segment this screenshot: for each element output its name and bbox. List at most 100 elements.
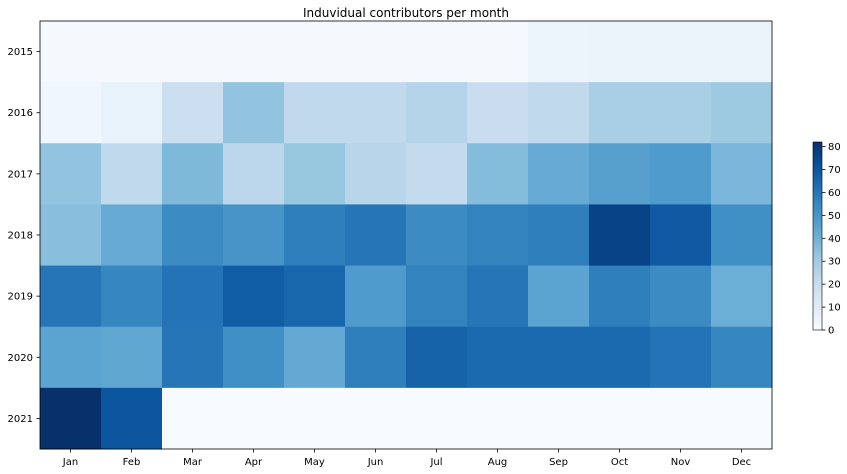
heatmap-cell	[40, 82, 102, 144]
heatmap-cell	[711, 21, 773, 83]
x-tick-label: Jun	[367, 457, 384, 468]
colorbar-tick-label: 40	[828, 234, 841, 245]
x-axis: Jan Feb Mar Apr May Jun Jul Aug Sep Oct Nov Dec	[62, 449, 751, 468]
y-tick-label: 2019	[8, 292, 33, 303]
heatmap-cell	[101, 21, 163, 83]
heatmap-cell	[406, 326, 468, 389]
x-tick-label: May	[304, 457, 325, 468]
heatmap-cells	[40, 21, 773, 450]
heatmap-cell	[101, 387, 163, 450]
heatmap-cell	[40, 387, 102, 450]
heatmap-cell	[589, 82, 651, 144]
heatmap-cell	[589, 143, 651, 205]
heatmap-cell	[162, 143, 224, 205]
x-tick-label: Jul	[429, 457, 442, 468]
heatmap-cell	[406, 21, 468, 83]
heatmap-cell	[650, 21, 712, 83]
heatmap-cell	[467, 143, 529, 205]
heatmap-cell	[162, 326, 224, 389]
heatmap-cell	[101, 265, 163, 328]
y-tick-label: 2017	[8, 169, 33, 180]
heatmap-cell	[711, 326, 773, 389]
heatmap-cell	[528, 82, 590, 144]
heatmap-cell	[223, 143, 285, 205]
heatmap-cell	[101, 326, 163, 389]
heatmap-cell	[528, 143, 590, 205]
heatmap-cell	[406, 204, 468, 267]
heatmap-cell	[40, 204, 102, 267]
heatmap-cell	[406, 265, 468, 328]
chart-title: Induvidual contributors per month	[303, 6, 509, 20]
colorbar-tick-label: 70	[828, 165, 841, 176]
heatmap-cell	[40, 143, 102, 205]
heatmap-cell	[467, 21, 529, 83]
heatmap-cell	[223, 204, 285, 267]
colorbar-tick-label: 50	[828, 211, 841, 222]
heatmap-cell	[345, 265, 407, 328]
heatmap-cell	[162, 82, 224, 144]
heatmap-cell	[650, 265, 712, 328]
x-tick-label: Feb	[123, 457, 141, 468]
heatmap-cell	[528, 265, 590, 328]
heatmap-cell	[711, 143, 773, 205]
x-tick-label: Aug	[488, 457, 508, 468]
heatmap-cell	[650, 204, 712, 267]
heatmap-cell	[589, 326, 651, 389]
y-tick-label: 2020	[8, 353, 33, 364]
heatmap-cell	[406, 82, 468, 144]
heatmap-cell	[162, 204, 224, 267]
heatmap-cell	[162, 21, 224, 83]
heatmap-cell	[101, 82, 163, 144]
heatmap-cell	[589, 21, 651, 83]
heatmap-cell	[589, 265, 651, 328]
y-tick-label: 2018	[8, 231, 33, 242]
x-tick-label: Oct	[611, 457, 628, 468]
heatmap-cell	[650, 387, 712, 450]
heatmap-cell	[467, 326, 529, 389]
y-tick-label: 2016	[8, 108, 33, 119]
heatmap-cell	[528, 204, 590, 267]
heatmap-cell	[589, 387, 651, 450]
heatmap-cell	[223, 82, 285, 144]
heatmap-cell	[101, 204, 163, 267]
heatmap-cell	[284, 387, 346, 450]
heatmap-cell	[345, 387, 407, 450]
colorbar-tick-label: 60	[828, 188, 841, 199]
heatmap-cell	[467, 204, 529, 267]
heatmap-cell	[162, 387, 224, 450]
y-tick-label: 2021	[8, 414, 33, 425]
heatmap-cell	[589, 204, 651, 267]
heatmap-cell	[467, 265, 529, 328]
heatmap-cell	[711, 204, 773, 267]
heatmap-cell	[345, 21, 407, 83]
heatmap-cell	[528, 387, 590, 450]
heatmap-cell	[284, 204, 346, 267]
colorbar-tick-label: 20	[828, 280, 841, 291]
heatmap-cell	[345, 82, 407, 144]
heatmap-cell	[406, 387, 468, 450]
heatmap-cell	[528, 326, 590, 389]
heatmap-cell	[711, 265, 773, 328]
heatmap-cell	[223, 326, 285, 389]
colorbar-tick-label: 30	[828, 257, 841, 268]
x-tick-label: Sep	[549, 457, 568, 468]
colorbar	[812, 141, 823, 331]
heatmap-cell	[650, 82, 712, 144]
x-tick-label: Nov	[671, 457, 691, 468]
x-tick-label: Dec	[732, 457, 751, 468]
heatmap-cell	[223, 387, 285, 450]
heatmap-cell	[223, 265, 285, 328]
colorbar-tick-label: 80	[828, 142, 841, 153]
colorbar-tick-label: 0	[828, 326, 834, 337]
heatmap-cell	[284, 265, 346, 328]
heatmap-cell	[162, 265, 224, 328]
heatmap-cell	[40, 326, 102, 389]
heatmap-cell	[40, 265, 102, 328]
heatmap-cell	[223, 21, 285, 83]
heatmap-cell	[650, 326, 712, 389]
heatmap-cell	[284, 21, 346, 83]
colorbar-tick-label: 10	[828, 303, 841, 314]
heatmap-cell	[467, 82, 529, 144]
y-axis: 2015 2016 2017 2018 2019 2020 2021	[8, 47, 40, 425]
